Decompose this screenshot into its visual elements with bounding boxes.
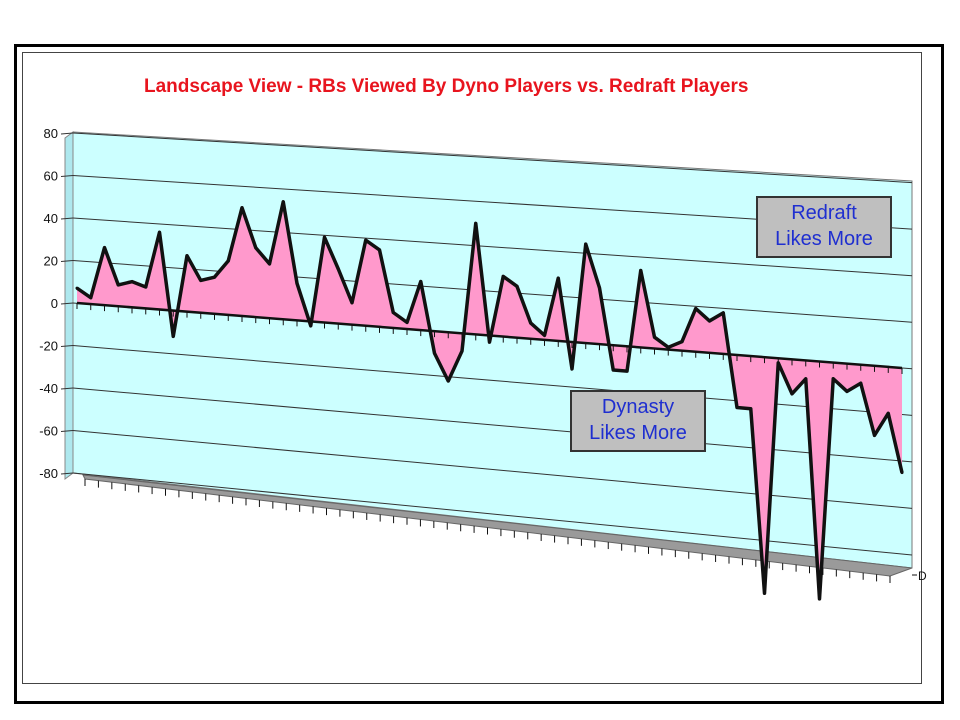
data-point <box>721 311 725 315</box>
data-point <box>639 269 643 273</box>
data-point <box>281 200 285 204</box>
gridline <box>72 472 913 556</box>
y-tick-label: -80 <box>39 466 58 481</box>
data-point <box>653 335 656 339</box>
data-point <box>364 238 368 242</box>
data-point <box>584 242 588 246</box>
y-tick-mark <box>60 302 74 305</box>
y-tick-label: 40 <box>44 211 58 226</box>
y-tick-mark <box>60 430 74 432</box>
chart-title: Landscape View - RBs Viewed By Dyno Play… <box>144 76 749 97</box>
gridline <box>72 260 913 323</box>
data-point <box>694 307 698 311</box>
data-point <box>391 311 395 315</box>
data-point <box>254 246 258 250</box>
data-point <box>446 379 450 383</box>
data-point <box>708 319 711 323</box>
data-point <box>488 340 491 344</box>
data-point <box>790 392 794 396</box>
gridline <box>72 217 913 277</box>
data-point <box>886 411 890 415</box>
data-point <box>763 591 766 595</box>
data-point <box>171 334 175 338</box>
data-point <box>501 274 505 278</box>
data-point <box>199 278 203 282</box>
y-tick-label: -60 <box>39 424 58 439</box>
data-point <box>158 230 161 234</box>
data-point <box>804 377 808 381</box>
data-point <box>268 262 271 266</box>
gridline <box>72 132 913 184</box>
data-point <box>323 235 326 239</box>
y-tick-label: -20 <box>39 339 58 354</box>
data-point <box>474 221 478 225</box>
data-point <box>75 286 79 290</box>
y-tick-mark <box>60 472 74 475</box>
data-point <box>680 340 684 344</box>
data-point <box>89 296 93 300</box>
gridline <box>72 430 913 509</box>
data-point <box>226 259 230 263</box>
y-tick-mark <box>60 132 74 135</box>
y-tick-mark <box>60 217 74 220</box>
data-point <box>831 377 835 381</box>
data-point <box>378 248 381 252</box>
redraft-callout-line1: Redraft <box>791 202 857 224</box>
redraft-callout: Redraft Likes More <box>756 196 892 258</box>
series-area <box>77 201 902 599</box>
y-tick-label: 80 <box>44 126 58 141</box>
data-point <box>570 367 574 371</box>
data-point <box>295 281 299 285</box>
y-tick-mark <box>60 387 74 390</box>
data-point <box>818 597 821 601</box>
data-point <box>666 345 670 349</box>
data-point <box>240 206 244 210</box>
data-point <box>749 407 753 411</box>
data-point <box>900 471 904 475</box>
data-point <box>515 284 519 288</box>
data-point <box>350 301 354 305</box>
y-tick-label: 0 <box>51 296 58 311</box>
data-point <box>130 280 134 284</box>
data-point <box>433 351 436 355</box>
data-point <box>556 276 560 280</box>
depth-axis-label: D <box>918 569 927 583</box>
data-point <box>103 246 106 250</box>
dynasty-callout-line1: Dynasty <box>601 396 675 418</box>
chart-side-wall <box>64 131 74 480</box>
data-point <box>144 285 148 289</box>
y-tick-label: 20 <box>44 254 58 269</box>
data-point <box>625 369 629 373</box>
y-tick-mark <box>60 345 74 347</box>
y-tick-mark <box>60 260 74 262</box>
dynasty-callout-line2: Likes More <box>589 422 687 444</box>
y-tick-label: -40 <box>39 381 58 396</box>
data-point <box>405 320 409 324</box>
data-point <box>543 333 546 337</box>
data-point <box>735 406 739 410</box>
data-point <box>873 433 876 437</box>
data-point <box>598 286 601 290</box>
data-point <box>419 280 423 283</box>
data-point <box>859 381 863 385</box>
data-point <box>213 275 216 279</box>
y-tick-label: 60 <box>44 169 58 184</box>
data-point <box>116 283 120 287</box>
dynasty-callout: Dynasty Likes More <box>570 390 706 452</box>
data-point <box>611 368 615 372</box>
y-tick-mark <box>60 175 74 177</box>
data-point <box>460 349 464 353</box>
redraft-callout-line2: Likes More <box>775 228 873 250</box>
data-point <box>336 267 340 271</box>
data-point <box>185 254 189 258</box>
data-point <box>529 321 533 325</box>
data-point <box>845 389 849 393</box>
